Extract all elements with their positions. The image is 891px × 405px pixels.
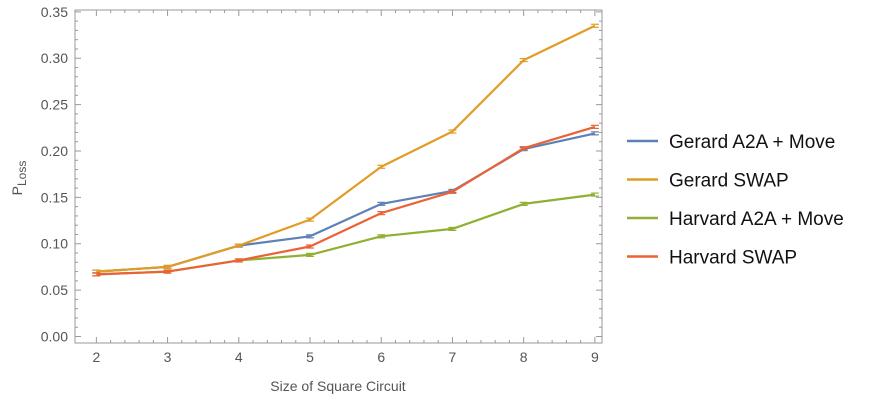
y-tick-label: 0.20 — [41, 143, 68, 159]
y-axis-ticks: 0.00 0.05 0.10 0.15 0.20 0.25 0.30 0.35 — [41, 4, 602, 345]
y-axis-label: PLoss — [9, 161, 29, 196]
x-axis-label: Size of Square Circuit — [270, 378, 406, 394]
x-tick-label: 4 — [235, 349, 243, 365]
x-tick-label: 9 — [591, 349, 599, 365]
x-tick-label: 6 — [377, 349, 385, 365]
legend-label-1: Gerard A2A + Move — [669, 132, 835, 153]
legend-label-4: Harvard SWAP — [669, 248, 797, 269]
series-layer — [92, 23, 599, 277]
x-tick-label: 3 — [164, 349, 172, 365]
x-tick-label: 7 — [449, 349, 457, 365]
y-tick-label: 0.25 — [41, 97, 68, 113]
series-line-3 — [96, 193, 596, 276]
series-line-2 — [96, 24, 596, 273]
legend: Gerard A2A + Move Gerard SWAP Harvard A2A … — [627, 132, 844, 269]
series-line-4 — [96, 125, 596, 276]
legend-label-2: Gerard SWAP — [669, 171, 789, 192]
y-axis-label-main: P — [9, 186, 25, 195]
y-tick-label: 0.05 — [41, 282, 68, 298]
x-tick-label: 5 — [306, 349, 314, 365]
y-tick-label: 0.35 — [41, 4, 68, 20]
x-axis-ticks: 2 3 4 5 6 7 8 9 — [92, 10, 599, 365]
y-tick-label: 0.30 — [41, 50, 68, 66]
y-axis-label-subscript: Loss — [15, 161, 29, 186]
y-tick-label: 0.15 — [41, 189, 68, 205]
legend-label-3: Harvard A2A + Move — [669, 209, 844, 230]
y-tick-label: 0.10 — [41, 236, 68, 252]
x-tick-label: 2 — [92, 349, 100, 365]
y-tick-label: 0.00 — [41, 329, 68, 345]
x-tick-label: 8 — [520, 349, 528, 365]
